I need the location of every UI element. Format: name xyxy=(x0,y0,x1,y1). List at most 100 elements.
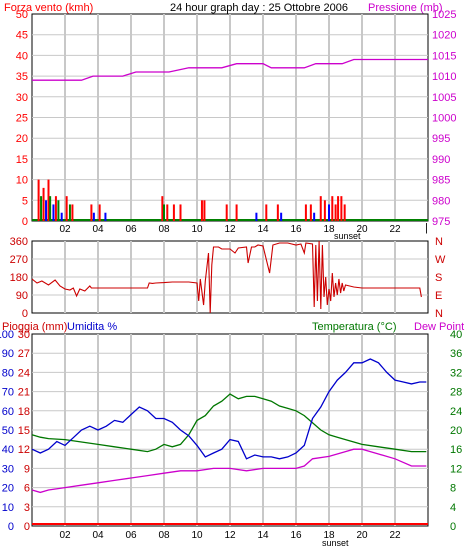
wind-bar xyxy=(276,204,279,221)
wind-bar xyxy=(200,200,203,221)
pressure-ytick-1: 980 xyxy=(432,195,450,207)
p1-xtick-06: 06 xyxy=(125,224,137,235)
wind-ytick-4: 20 xyxy=(16,133,28,145)
p3-xtick-06: 06 xyxy=(125,530,137,541)
wind-axis-label: Forza vento (kmh) xyxy=(4,2,93,14)
wind-bar xyxy=(40,196,43,221)
rain-ytick-4: 12 xyxy=(18,444,30,456)
wind-ytick-8: 40 xyxy=(16,50,28,62)
wind-bar xyxy=(47,179,50,221)
pressure-ytick-0: 975 xyxy=(432,216,450,228)
wind-bar xyxy=(323,200,326,221)
wind-bar xyxy=(319,196,322,221)
wind-bar xyxy=(235,204,238,221)
wind-ytick-6: 30 xyxy=(16,92,28,104)
humidity-ytick-4: 40 xyxy=(2,444,14,456)
pressure-ytick-2: 985 xyxy=(432,175,450,187)
wind-bar xyxy=(98,204,101,221)
wind-bar xyxy=(68,204,71,221)
dewpoint-axis-label: Dew Point xyxy=(414,321,464,333)
right-edge-tick: | xyxy=(425,222,428,234)
p3-xtick-14: 14 xyxy=(257,530,269,541)
pressure-ytick-6: 1005 xyxy=(432,92,456,104)
pressure-ytick-8: 1015 xyxy=(432,50,456,62)
p3-xtick-02: 02 xyxy=(59,530,71,541)
pressure-ytick-3: 990 xyxy=(432,154,450,166)
rain-ytick-7: 21 xyxy=(18,387,30,399)
p3-xtick-16: 16 xyxy=(290,530,302,541)
p1-xtick-22: 22 xyxy=(389,224,401,235)
compass-tick-4: N xyxy=(435,236,443,248)
wind-ytick-7: 35 xyxy=(16,71,28,83)
wind-bar xyxy=(71,204,74,221)
temperature-line xyxy=(31,393,427,453)
wind-bar xyxy=(309,204,312,221)
humidity-ytick-2: 20 xyxy=(2,483,14,495)
p1-xtick-20: 20 xyxy=(356,224,368,235)
wind-ytick-3: 15 xyxy=(16,154,28,166)
wind-bar xyxy=(92,212,95,221)
rain-axis-label: Pioggia (mm) xyxy=(2,321,67,333)
rain-ytick-0: 0 xyxy=(24,521,30,533)
wind-bar xyxy=(304,204,307,221)
wind-bar xyxy=(313,212,316,221)
direction-ytick-2: 180 xyxy=(10,272,28,284)
compass-tick-2: S xyxy=(435,272,442,284)
wind-ytick-10: 50 xyxy=(16,9,28,21)
humidity-ytick-3: 30 xyxy=(2,463,14,475)
pressure-ytick-5: 1000 xyxy=(432,113,456,125)
dewpoint-line xyxy=(31,448,427,494)
temperature-ytick-9: 36 xyxy=(450,348,462,360)
wind-bar xyxy=(49,196,52,221)
wind-ytick-2: 10 xyxy=(16,175,28,187)
rain-ytick-3: 9 xyxy=(24,463,30,475)
rain-ytick-5: 15 xyxy=(18,425,30,437)
wind-bar xyxy=(54,196,57,221)
pressure-ytick-9: 1020 xyxy=(432,30,456,42)
p3-xtick-12: 12 xyxy=(224,530,236,541)
temperature-ytick-0: 0 xyxy=(450,521,456,533)
p3-xtick-20: 20 xyxy=(356,530,368,541)
temperature-ytick-3: 12 xyxy=(450,463,462,475)
wind-bar xyxy=(328,204,330,221)
p3-xtick-08: 08 xyxy=(158,530,170,541)
direction-ytick-0: 0 xyxy=(22,308,28,320)
wind-bar xyxy=(104,212,107,221)
humidity-ytick-9: 90 xyxy=(2,348,14,360)
wind-ytick-0: 0 xyxy=(22,216,28,228)
wind-bar xyxy=(52,204,55,221)
direction-ytick-3: 270 xyxy=(10,254,28,266)
p1-xtick-10: 10 xyxy=(191,224,203,235)
humidity-ytick-6: 60 xyxy=(2,406,14,418)
humidity-axis-label: Umidita % xyxy=(67,321,117,333)
compass-tick-1: E xyxy=(435,290,442,302)
temperature-ytick-7: 28 xyxy=(450,387,462,399)
wind-bar xyxy=(65,196,68,221)
temperature-ytick-6: 24 xyxy=(450,406,462,418)
sunset-label-top: sunset xyxy=(334,231,361,241)
pressure-ytick-4: 995 xyxy=(432,133,450,145)
wind-bar xyxy=(337,196,340,221)
pressure-ytick-7: 1010 xyxy=(432,71,456,83)
pressure-axis-label: Pressione (mb) xyxy=(368,2,443,14)
rain-ytick-8: 24 xyxy=(18,367,30,379)
wind-bar xyxy=(163,204,165,221)
p1-xtick-12: 12 xyxy=(224,224,236,235)
wind-bar xyxy=(343,204,346,221)
rain-ytick-6: 18 xyxy=(18,406,30,418)
temperature-axis-label: Temperatura (°C) xyxy=(312,321,396,333)
sunset-label-bottom: sunset xyxy=(322,538,349,548)
wind-bar xyxy=(203,200,206,221)
wind-bar xyxy=(161,196,164,221)
p1-xtick-16: 16 xyxy=(290,224,302,235)
wind-bar xyxy=(225,204,228,221)
chart-title: 24 hour graph day : 25 Ottobre 2006 xyxy=(170,2,348,14)
p3-xtick-04: 04 xyxy=(92,530,104,541)
humidity-ytick-10: 100 xyxy=(0,329,14,341)
wind-bar xyxy=(331,196,334,221)
wind-bar xyxy=(334,204,337,221)
humidity-ytick-7: 70 xyxy=(2,387,14,399)
direction-line xyxy=(31,240,422,314)
temperature-ytick-4: 16 xyxy=(450,444,462,456)
